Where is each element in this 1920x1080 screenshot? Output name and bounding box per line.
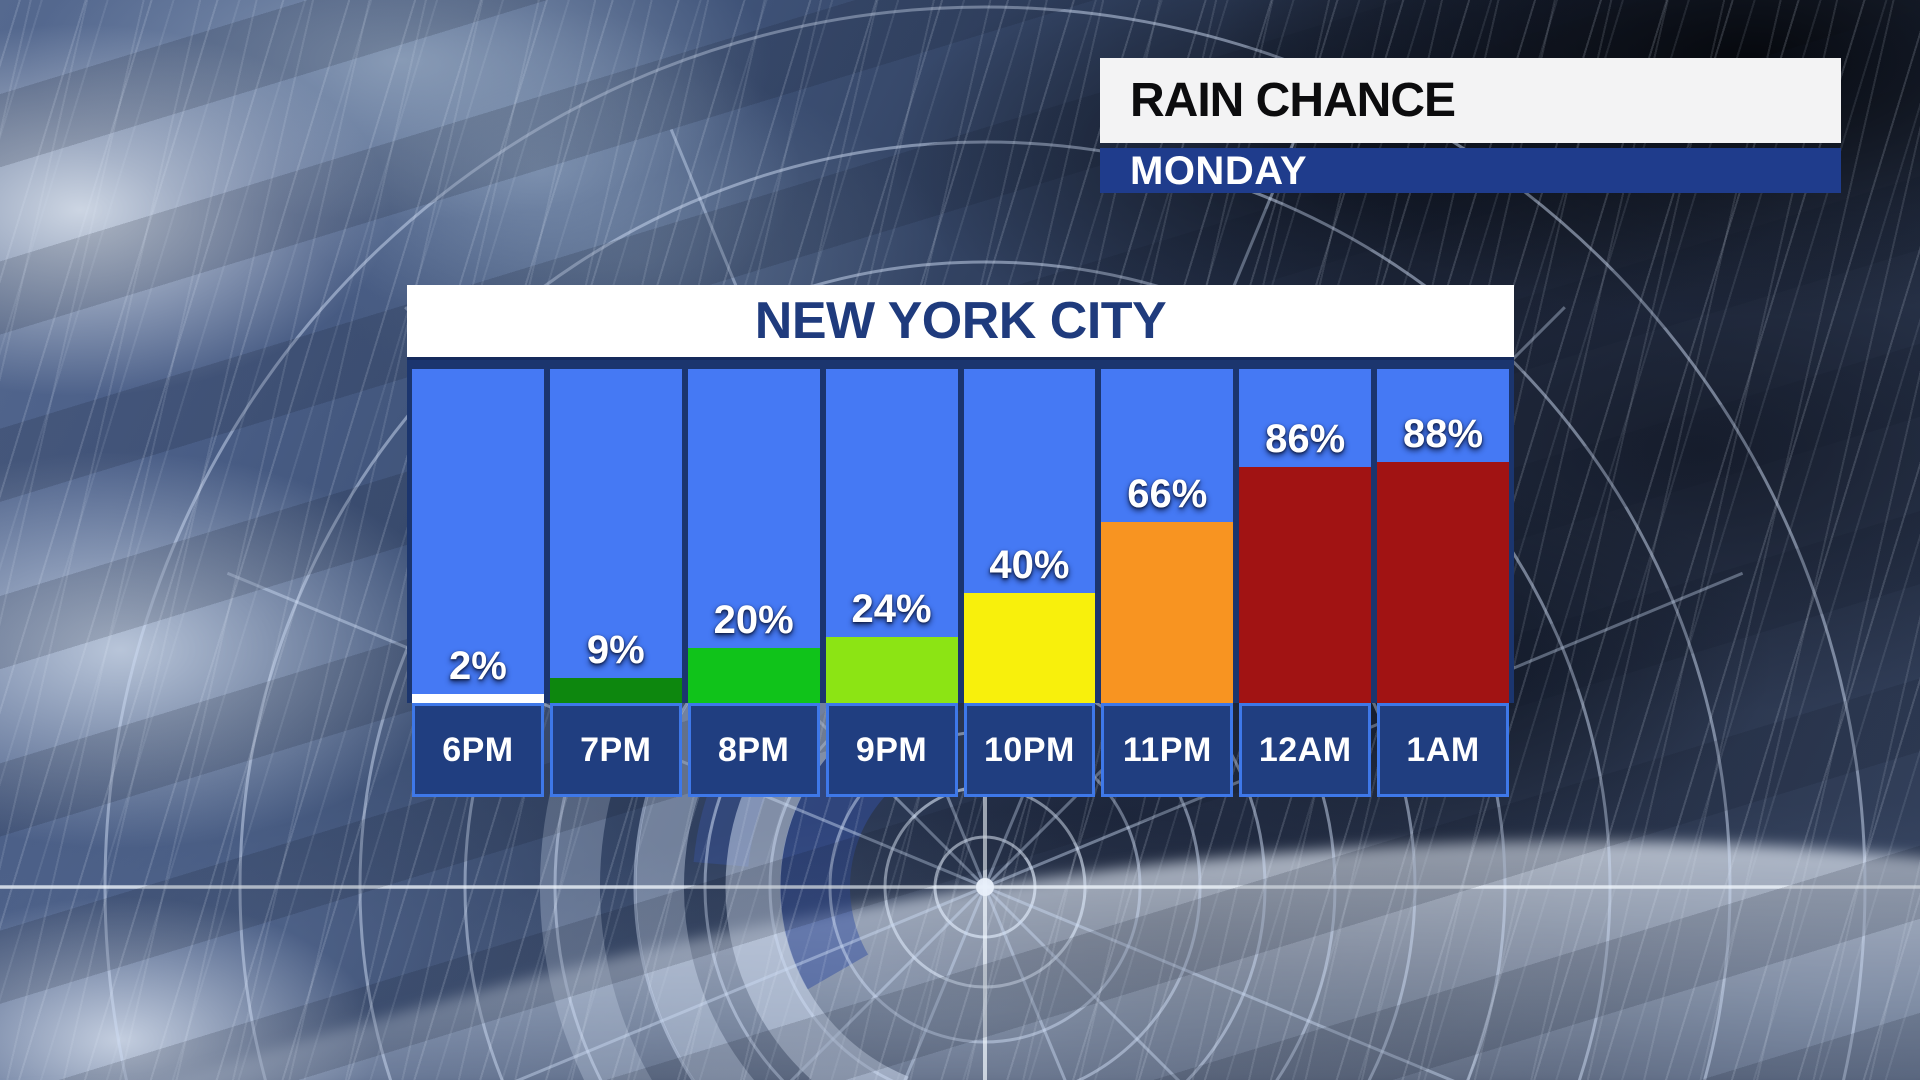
- time-label: 1AM: [1406, 731, 1480, 769]
- time-label: 11PM: [1122, 731, 1212, 769]
- banner-title-box: RAIN CHANCE: [1100, 58, 1841, 143]
- time-label-box: 8PM: [687, 703, 820, 797]
- rain-chance-bar: [825, 637, 958, 703]
- chart-column: 86%: [1239, 369, 1372, 703]
- bar-value-label: 40%: [989, 543, 1070, 587]
- chart-column: 88%: [1377, 369, 1509, 703]
- banner: RAIN CHANCE MONDAY: [1100, 58, 1841, 193]
- rain-chance-bar: [1377, 462, 1509, 703]
- time-label: 9PM: [855, 731, 928, 769]
- rain-chance-bar: [1239, 467, 1372, 703]
- chart-column: 20%: [687, 369, 820, 703]
- chart-bar-area: 2% 9% 20% 24% 40% 66% 86% 88%: [407, 357, 1514, 703]
- rain-chance-chart-panel: NEW YORK CITY 2% 9% 20% 24% 40% 66% 86% 88% 6PM…: [407, 285, 1514, 797]
- time-label-box: 10PM: [963, 703, 1096, 797]
- time-label-box: 6PM: [412, 703, 544, 797]
- bar-value-label: 9%: [586, 628, 645, 672]
- time-label-box: 9PM: [825, 703, 958, 797]
- rain-chance-bar: [549, 678, 682, 703]
- chart-column: 9%: [549, 369, 682, 703]
- rain-chance-bar: [963, 593, 1096, 703]
- time-label: 8PM: [717, 731, 790, 769]
- rain-chance-bar: [412, 694, 544, 703]
- time-label: 12AM: [1258, 731, 1352, 769]
- time-label-box: 11PM: [1101, 703, 1234, 797]
- bar-value-label: 20%: [713, 598, 794, 642]
- chart-column: 24%: [825, 369, 958, 703]
- chart-title-bar: NEW YORK CITY: [407, 285, 1514, 357]
- bar-value-label: 24%: [851, 587, 932, 631]
- time-label: 10PM: [984, 731, 1075, 769]
- chart-time-labels: 6PM 7PM 8PM 9PM 10PM 11PM 12AM 1AM: [407, 703, 1514, 797]
- bar-value-label: 86%: [1265, 417, 1346, 461]
- bar-value-label: 2%: [449, 644, 507, 688]
- banner-day: MONDAY: [1130, 148, 1308, 193]
- time-label-box: 7PM: [549, 703, 682, 797]
- radar-hub-dot: [976, 878, 994, 896]
- banner-title: RAIN CHANCE: [1130, 73, 1456, 127]
- bar-value-label: 66%: [1127, 472, 1208, 516]
- time-label: 7PM: [580, 731, 652, 769]
- chart-column: 66%: [1101, 369, 1234, 703]
- time-label-box: 12AM: [1239, 703, 1372, 797]
- chart-title: NEW YORK CITY: [754, 292, 1167, 350]
- banner-day-box: MONDAY: [1100, 148, 1841, 193]
- chart-column: 2%: [412, 369, 544, 703]
- time-label: 6PM: [442, 731, 514, 769]
- light-swoosh-band: [175, 841, 1920, 1080]
- chart-column: 40%: [963, 369, 1096, 703]
- time-label-box: 1AM: [1377, 703, 1509, 797]
- bar-value-label: 88%: [1403, 412, 1484, 456]
- rain-chance-bar: [687, 648, 820, 703]
- rain-chance-bar: [1101, 522, 1234, 703]
- chart-columns: 2% 9% 20% 24% 40% 66% 86% 88%: [412, 369, 1509, 703]
